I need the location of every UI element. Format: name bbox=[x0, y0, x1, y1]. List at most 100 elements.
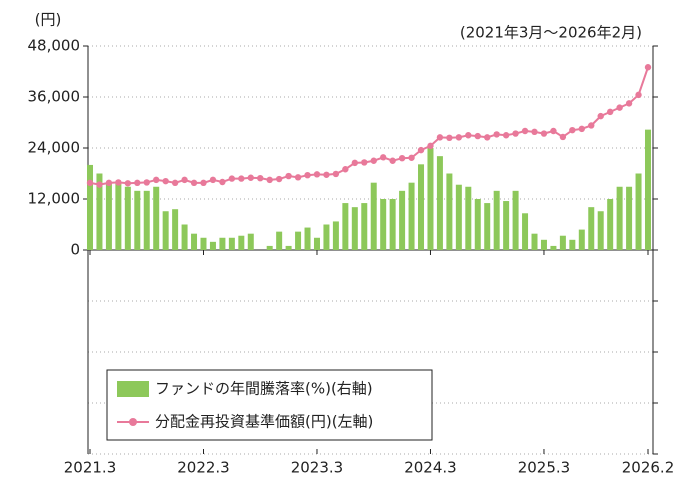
bar bbox=[380, 199, 387, 250]
bar bbox=[493, 190, 500, 250]
point bbox=[134, 179, 141, 187]
point bbox=[219, 178, 226, 186]
point bbox=[569, 126, 576, 134]
point bbox=[379, 154, 387, 161]
bar bbox=[115, 182, 122, 250]
point bbox=[181, 176, 188, 184]
bar bbox=[87, 164, 93, 250]
point bbox=[323, 171, 330, 178]
x-tick-label: 2026.2 bbox=[622, 459, 675, 477]
bar bbox=[578, 229, 585, 250]
y-tick-label: 48,000 bbox=[28, 37, 81, 55]
bar bbox=[474, 199, 481, 250]
bar bbox=[323, 224, 330, 250]
point bbox=[616, 104, 623, 111]
bar bbox=[408, 182, 415, 250]
y-tick-label: 0 bbox=[70, 241, 80, 259]
point bbox=[351, 159, 359, 167]
point bbox=[398, 155, 406, 162]
bar bbox=[446, 173, 453, 250]
bar bbox=[143, 190, 150, 250]
legend-swatch bbox=[129, 418, 137, 426]
bar bbox=[332, 221, 339, 250]
bar bbox=[635, 173, 642, 250]
point bbox=[408, 154, 415, 161]
point bbox=[228, 175, 236, 182]
point bbox=[484, 134, 491, 141]
point bbox=[465, 132, 472, 139]
bar bbox=[238, 235, 245, 250]
bar bbox=[134, 190, 141, 250]
point bbox=[417, 146, 425, 154]
bar bbox=[455, 184, 462, 250]
point bbox=[96, 181, 103, 188]
point bbox=[540, 130, 548, 137]
point bbox=[285, 172, 292, 180]
bar bbox=[181, 224, 188, 250]
bar bbox=[313, 237, 320, 250]
legend-label: 分配金再投資基準価額(円)(左軸) bbox=[155, 413, 373, 431]
bar bbox=[172, 209, 179, 250]
bar bbox=[105, 182, 112, 250]
bar bbox=[399, 190, 406, 250]
bar bbox=[247, 233, 254, 250]
x-tick-label: 2023.3 bbox=[291, 459, 344, 477]
legend-label: ファンドの年間騰落率(%)(右軸) bbox=[155, 380, 373, 398]
point bbox=[153, 176, 160, 184]
x-tick-label: 2022.3 bbox=[177, 459, 230, 477]
bar bbox=[361, 203, 368, 250]
y-tick-label: 24,000 bbox=[28, 139, 81, 157]
point bbox=[115, 179, 122, 186]
point bbox=[171, 179, 179, 187]
bar bbox=[342, 203, 349, 250]
bar bbox=[370, 182, 377, 250]
point bbox=[455, 134, 463, 141]
point bbox=[238, 175, 245, 182]
bar bbox=[484, 203, 491, 250]
bar bbox=[276, 231, 283, 250]
bar bbox=[96, 173, 103, 250]
bar bbox=[436, 156, 443, 250]
point bbox=[361, 159, 368, 166]
point bbox=[474, 132, 481, 140]
point bbox=[247, 174, 254, 181]
point bbox=[588, 122, 595, 129]
bar bbox=[389, 199, 396, 250]
bar bbox=[209, 241, 216, 250]
x-tick-label: 2024.3 bbox=[404, 459, 457, 477]
point bbox=[143, 179, 150, 186]
point bbox=[578, 125, 585, 133]
point bbox=[266, 176, 273, 184]
point bbox=[625, 100, 633, 107]
point bbox=[550, 127, 557, 135]
point bbox=[370, 157, 377, 164]
point bbox=[257, 174, 264, 182]
bar bbox=[540, 239, 547, 250]
bar bbox=[559, 235, 566, 250]
point bbox=[521, 127, 529, 135]
point bbox=[313, 171, 321, 178]
line bbox=[89, 66, 649, 186]
legend-swatch bbox=[117, 381, 149, 397]
point bbox=[446, 134, 453, 141]
y-tick-label: 12,000 bbox=[28, 190, 81, 208]
bar bbox=[465, 186, 472, 250]
bar bbox=[304, 227, 311, 250]
x-tick-label: 2025.3 bbox=[518, 459, 571, 477]
point bbox=[105, 179, 113, 187]
point bbox=[531, 128, 538, 136]
point bbox=[606, 108, 614, 116]
bar bbox=[351, 207, 358, 250]
point bbox=[342, 166, 349, 173]
point bbox=[389, 157, 396, 164]
bar bbox=[512, 190, 519, 250]
bar bbox=[427, 148, 434, 250]
point bbox=[304, 172, 311, 179]
bar bbox=[191, 233, 198, 250]
bar bbox=[266, 245, 273, 250]
bar bbox=[531, 233, 538, 250]
bar bbox=[124, 186, 131, 250]
point bbox=[502, 132, 510, 139]
point bbox=[294, 174, 302, 181]
